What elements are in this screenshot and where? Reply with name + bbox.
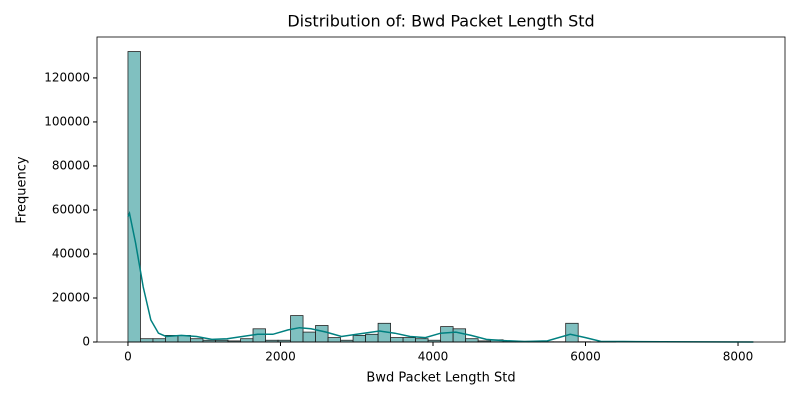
- x-axis-label: Bwd Packet Length Std: [366, 371, 515, 386]
- bar: [241, 339, 254, 342]
- bar: [140, 339, 153, 342]
- y-tick-label: 80000: [52, 158, 90, 172]
- bar: [303, 332, 316, 342]
- bar: [316, 325, 329, 342]
- bar: [153, 339, 166, 342]
- x-tick-label: 8000: [723, 350, 754, 364]
- x-tick-label: 6000: [570, 350, 601, 364]
- bar: [466, 339, 479, 342]
- bar: [566, 323, 579, 342]
- bar: [190, 339, 203, 342]
- x-tick-label: 4000: [418, 350, 449, 364]
- bar: [416, 339, 429, 342]
- bar: [391, 338, 404, 342]
- y-axis-label: Frequency: [15, 156, 30, 223]
- y-tick-label: 40000: [52, 246, 90, 260]
- bar: [366, 334, 379, 342]
- bar: [328, 338, 341, 342]
- x-tick-label: 0: [124, 350, 132, 364]
- x-tick-label: 2000: [265, 350, 296, 364]
- bar: [403, 338, 416, 342]
- y-tick-label: 120000: [44, 70, 90, 84]
- bar: [128, 52, 141, 342]
- y-tick-label: 20000: [52, 290, 90, 304]
- bar: [353, 335, 366, 342]
- chart-title: Distribution of: Bwd Packet Length Std: [287, 12, 594, 31]
- bar: [453, 329, 466, 342]
- bar: [441, 327, 454, 342]
- y-tick-label: 100000: [44, 114, 90, 128]
- y-tick-label: 0: [82, 335, 90, 349]
- y-tick-label: 60000: [52, 202, 90, 216]
